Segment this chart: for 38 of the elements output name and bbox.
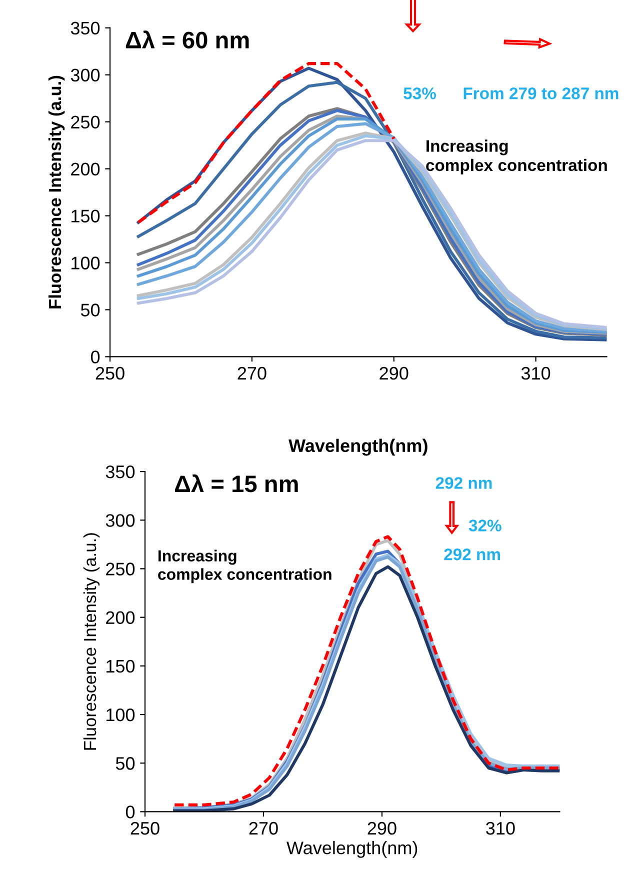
annotation: Δλ = 60 nm xyxy=(126,30,249,48)
annotation: Δλ = 15 nm xyxy=(174,474,298,492)
x-tick-label: 290 xyxy=(380,366,408,380)
x-tick-label: 270 xyxy=(249,822,278,835)
x-axis-title: Wavelength(nm) xyxy=(286,841,418,858)
annotation: 292 nm xyxy=(444,548,500,560)
annotation: 32% xyxy=(468,520,502,532)
x-tick-label: 290 xyxy=(368,822,396,835)
y-tick-label: 0 xyxy=(90,350,100,364)
line-series xyxy=(136,62,396,224)
y-tick-label: 200 xyxy=(106,611,135,624)
y-tick-label: 150 xyxy=(106,660,135,673)
x-tick-label: 310 xyxy=(486,822,515,835)
x-tick-label: 250 xyxy=(96,366,124,380)
annotation: Increasing complex concentration xyxy=(426,140,607,174)
y-tick-label: 350 xyxy=(106,465,135,478)
y-tick-label: 250 xyxy=(71,116,100,129)
annotation: 292 nm xyxy=(436,477,492,489)
y-tick-label: 300 xyxy=(106,514,135,527)
y-tick-label: 50 xyxy=(116,757,135,770)
y-tick-label: 0 xyxy=(126,806,135,818)
y-tick-label: 100 xyxy=(106,708,135,722)
y-axis-title: Fluorescence Intensity (a.u.) xyxy=(83,533,100,750)
annotation: Increasing complex concentration xyxy=(158,550,332,584)
y-tick-label: 350 xyxy=(70,22,100,35)
x-tick-label: 250 xyxy=(130,822,160,835)
y-tick-label: 150 xyxy=(72,210,100,222)
x-tick-label: 310 xyxy=(521,366,550,380)
y-tick-label: 300 xyxy=(70,68,100,82)
x-axis-title: Wavelength(nm) xyxy=(288,438,428,456)
annotation: From 279 to 287 nm xyxy=(464,87,618,100)
y-tick-label: 50 xyxy=(80,304,100,316)
y-tick-label: 100 xyxy=(72,256,100,270)
y-tick-label: 250 xyxy=(106,562,135,576)
annotation: 53% xyxy=(404,87,436,100)
y-axis-title: Fluorescence Intensity (a.u.) xyxy=(48,76,65,308)
x-tick-label: 270 xyxy=(238,366,266,380)
y-tick-label: 200 xyxy=(71,162,100,176)
